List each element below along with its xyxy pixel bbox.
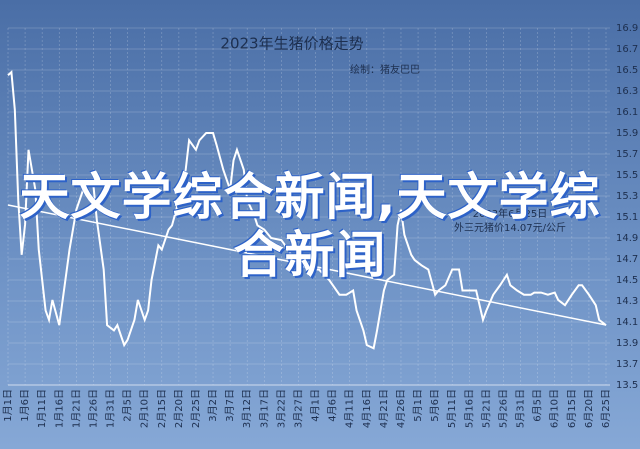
- y-tick-label: 14.7: [616, 254, 638, 265]
- x-tick-label: 1月6日: [19, 389, 31, 422]
- y-tick-label: 13.5: [616, 380, 638, 391]
- x-tick-label: 4月11日: [344, 389, 356, 428]
- x-tick-label: 6月15日: [566, 389, 578, 428]
- x-tick-label: 6月20日: [583, 389, 595, 428]
- chart-title: 2023年生猪价格走势: [220, 35, 363, 53]
- x-tick-label: 3月22日: [275, 389, 287, 428]
- y-tick-label: 14.5: [616, 275, 638, 286]
- y-tick-label: 15.9: [616, 128, 638, 139]
- trend-line: [7, 204, 607, 326]
- x-tick-label: 1月26日: [87, 389, 99, 428]
- x-tick-label: 2月25日: [190, 389, 202, 428]
- x-tick-label: 5月26日: [497, 389, 509, 428]
- x-tick-label: 1月31日: [105, 389, 117, 428]
- y-tick-label: 16.1: [616, 107, 638, 118]
- x-tick-label: 5月21日: [480, 389, 492, 428]
- y-tick-label: 15.3: [616, 191, 638, 202]
- x-tick-label: 5月11日: [446, 389, 458, 428]
- x-tick-label: 1月1日: [2, 389, 14, 422]
- x-tick-label: 4月26日: [395, 389, 407, 428]
- x-tick-label: 3月7日: [224, 389, 236, 422]
- x-tick-label: 2月5日: [122, 389, 134, 422]
- y-tick-label: 15.7: [616, 149, 638, 160]
- y-tick-label: 15.1: [616, 212, 638, 223]
- x-tick-label: 1月16日: [53, 389, 65, 428]
- y-tick-label: 14.1: [616, 317, 638, 328]
- x-tick-label: 3月12日: [241, 389, 253, 428]
- x-tick-label: 2月20日: [173, 389, 185, 428]
- x-tick-label: 1月21日: [70, 389, 82, 428]
- y-tick-label: 13.9: [616, 338, 638, 349]
- y-tick-label: 13.7: [616, 359, 638, 370]
- x-tick-label: 2月10日: [139, 389, 151, 428]
- y-tick-label: 16.9: [616, 23, 638, 34]
- x-tick-label: 5月31日: [515, 389, 527, 428]
- x-tick-label: 5月1日: [412, 389, 424, 422]
- x-tick-label: 5月16日: [463, 389, 475, 428]
- x-tick-label: 3月17日: [258, 389, 270, 428]
- annotation: 外三元猪价14.07元/公斤: [454, 222, 566, 234]
- price-line: [7, 69, 607, 350]
- y-tick-label: 16.5: [616, 65, 638, 76]
- x-tick-label: 4月21日: [378, 389, 390, 428]
- x-tick-label: 3月2日: [207, 389, 219, 422]
- y-tick-label: 15.5: [616, 170, 638, 181]
- annotation: 2023年6月25日: [473, 207, 548, 220]
- x-tick-label: 4月16日: [361, 389, 373, 428]
- x-tick-label: 6月10日: [549, 389, 561, 428]
- chart-subtitle: 绘制：猪友巴巴: [350, 63, 420, 76]
- x-tick-label: 3月27日: [292, 389, 304, 428]
- y-tick-label: 14.3: [616, 296, 638, 307]
- x-tick-label: 4月1日: [310, 389, 322, 422]
- y-tick-label: 16.7: [616, 44, 638, 55]
- x-tick-label: 5月6日: [429, 389, 441, 422]
- y-tick-label: 14.9: [616, 233, 638, 244]
- x-tick-label: 1月11日: [36, 389, 48, 428]
- x-tick-label: 2月15日: [156, 389, 168, 428]
- x-tick-label: 4月6日: [327, 389, 339, 422]
- y-tick-label: 16.3: [616, 86, 638, 97]
- watermark: 天文学综合新闻,天文学综合新闻: [19, 168, 601, 284]
- x-tick-label: 6月25日: [600, 389, 612, 428]
- x-tick-label: 6月5日: [532, 389, 544, 422]
